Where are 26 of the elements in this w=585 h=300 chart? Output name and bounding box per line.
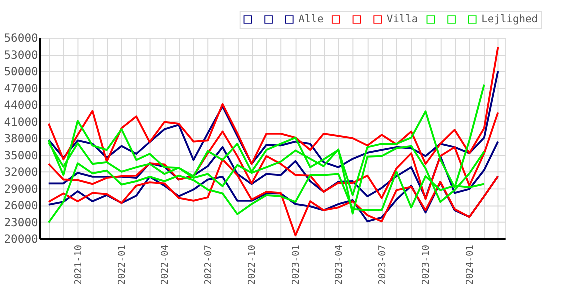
y-tick-label: 35000 [4, 148, 39, 162]
x-tick-label: 2023-10 [421, 244, 432, 286]
x-tick-label: 2022-07 [203, 245, 214, 286]
x-tick-label: 2022-04 [160, 244, 171, 286]
y-tick-label: 41000 [4, 114, 39, 129]
y-tick-label: 20000 [4, 232, 39, 246]
y-tick-label: 26000 [4, 198, 39, 213]
x-tick-label: 2022-01 [117, 244, 128, 286]
y-tick-label: 32000 [4, 165, 39, 180]
y-tick-label: 47000 [4, 81, 39, 96]
legend-label: Alle [298, 14, 324, 26]
x-tick-label: 2024-01 [464, 244, 476, 286]
y-tick-label: 29000 [4, 182, 39, 196]
y-tick-label: 23000 [4, 215, 39, 230]
x-tick-label: 2021-10 [73, 244, 84, 286]
y-tick-label: 56000 [4, 31, 39, 46]
legend-label: Lejlighed [482, 14, 538, 26]
y-tick-label: 38000 [4, 132, 39, 146]
y-tick-label: 50000 [4, 64, 39, 79]
legend-label: Villa [386, 14, 418, 26]
y-tick-label: 53000 [4, 48, 39, 62]
y-tick-label: 44000 [4, 98, 39, 112]
x-tick-label: 2023-04 [334, 244, 345, 286]
x-tick-label: 2023-01 [291, 244, 302, 286]
x-tick-label: 2022-10 [247, 244, 258, 286]
x-tick-label: 2023-07 [377, 245, 388, 286]
